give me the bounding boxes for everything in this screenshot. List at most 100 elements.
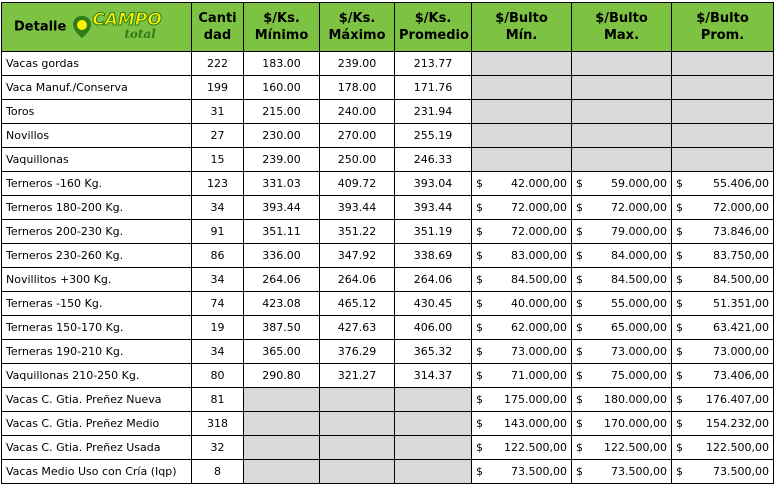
currency-wrap: $55.406,00 [676, 177, 769, 190]
value-cell: 423.08 [243, 291, 320, 316]
value-cell: 351.22 [319, 219, 395, 244]
logo-pin [73, 16, 92, 38]
empty-cell [671, 123, 774, 148]
value-cell: 393.44 [243, 195, 320, 220]
amount: 73.846,00 [713, 225, 769, 238]
value-cell: 336.00 [243, 243, 320, 268]
currency-cell: $72.000,00 [471, 195, 572, 220]
value-cell: 338.69 [394, 243, 472, 268]
currency-symbol: $ [576, 441, 583, 454]
empty-cell [471, 51, 572, 76]
currency-wrap: $180.000,00 [576, 393, 667, 406]
logo-sub: total [124, 27, 156, 41]
empty-cell [571, 99, 672, 124]
currency-wrap: $75.000,00 [576, 369, 667, 382]
currency-cell: $59.000,00 [571, 171, 672, 196]
row-label: Novillitos +300 Kg. [1, 267, 192, 292]
amount: 55.000,00 [611, 297, 667, 310]
currency-wrap: $176.407,00 [676, 393, 769, 406]
row-label: Terneros 230-260 Kg. [1, 243, 192, 268]
currency-symbol: $ [576, 249, 583, 262]
value-cell: 160.00 [243, 75, 320, 100]
value-cell: 331.03 [243, 171, 320, 196]
amount: 42.000,00 [511, 177, 567, 190]
currency-cell: $51.351,00 [671, 291, 774, 316]
value-cell: 314.37 [394, 363, 472, 388]
currency-symbol: $ [676, 225, 683, 238]
empty-cell [243, 459, 320, 484]
currency-cell: $63.421,00 [671, 315, 774, 340]
empty-cell [319, 459, 395, 484]
amount: 73.000,00 [713, 345, 769, 358]
currency-symbol: $ [476, 249, 483, 262]
empty-cell [319, 435, 395, 460]
currency-symbol: $ [476, 465, 483, 478]
currency-cell: $122.500,00 [571, 435, 672, 460]
amount: 176.407,00 [706, 393, 769, 406]
table-row: Terneras -150 Kg. 74 423.08 465.12 430.45 $40… [1, 291, 774, 316]
value-cell: 215.00 [243, 99, 320, 124]
currency-cell: $73.000,00 [571, 339, 672, 364]
value-cell: 80 [191, 363, 244, 388]
value-cell: 393.44 [394, 195, 472, 220]
currency-symbol: $ [476, 369, 483, 382]
currency-cell: $170.000,00 [571, 411, 672, 436]
empty-cell [243, 387, 320, 412]
currency-cell: $79.000,00 [571, 219, 672, 244]
value-cell: 8 [191, 459, 244, 484]
currency-wrap: $71.000,00 [476, 369, 567, 382]
amount: 154.232,00 [706, 417, 769, 430]
table-row: Vacas C. Gtia. Preñez Nueva 81 $175.000,00… [1, 387, 774, 412]
amount: 65.000,00 [611, 321, 667, 334]
row-label: Terneros 180-200 Kg. [1, 195, 192, 220]
table-row: Vaquillonas 210-250 Kg. 80 290.80 321.27 314… [1, 363, 774, 388]
column-header: Canti dad [191, 2, 244, 52]
value-cell: 250.00 [319, 147, 395, 172]
currency-wrap: $122.500,00 [576, 441, 667, 454]
currency-wrap: $122.500,00 [476, 441, 567, 454]
logo-main: CAMPO [92, 10, 162, 31]
amount: 72.000,00 [511, 201, 567, 214]
value-cell: 34 [191, 267, 244, 292]
value-cell: 264.06 [243, 267, 320, 292]
value-cell: 19 [191, 315, 244, 340]
row-label: Vaquillonas 210-250 Kg. [1, 363, 192, 388]
amount: 83.750,00 [713, 249, 769, 262]
amount: 79.000,00 [611, 225, 667, 238]
currency-symbol: $ [576, 417, 583, 430]
currency-cell: $73.000,00 [671, 339, 774, 364]
currency-symbol: $ [476, 393, 483, 406]
value-cell: 123 [191, 171, 244, 196]
currency-symbol: $ [676, 177, 683, 190]
amount: 122.500,00 [504, 441, 567, 454]
currency-cell: $83.750,00 [671, 243, 774, 268]
table-row: Terneras 190-210 Kg. 34 365.00 376.29 365.32… [1, 339, 774, 364]
amount: 143.000,00 [504, 417, 567, 430]
currency-wrap: $122.500,00 [676, 441, 769, 454]
table-row: Vaca Manuf./Conserva 199 160.00 178.00 171.7… [1, 75, 774, 100]
currency-wrap: $84.500,00 [476, 273, 567, 286]
row-label: Terneras -150 Kg. [1, 291, 192, 316]
value-cell: 318 [191, 411, 244, 436]
value-cell: 81 [191, 387, 244, 412]
table-row: Vacas C. Gtia. Preñez Medio 318 $143.000,0… [1, 411, 774, 436]
empty-cell [243, 435, 320, 460]
currency-cell: $72.000,00 [671, 195, 774, 220]
currency-wrap: $83.750,00 [676, 249, 769, 262]
currency-wrap: $65.000,00 [576, 321, 667, 334]
value-cell: 264.06 [319, 267, 395, 292]
value-cell: 178.00 [319, 75, 395, 100]
currency-cell: $73.406,00 [671, 363, 774, 388]
value-cell: 290.80 [243, 363, 320, 388]
currency-cell: $154.232,00 [671, 411, 774, 436]
column-header: $/Ks. Mínimo [243, 2, 320, 52]
value-cell: 183.00 [243, 51, 320, 76]
row-label: Terneras 190-210 Kg. [1, 339, 192, 364]
currency-symbol: $ [576, 225, 583, 238]
empty-cell [571, 51, 672, 76]
currency-symbol: $ [476, 225, 483, 238]
currency-cell: $72.000,00 [571, 195, 672, 220]
currency-symbol: $ [676, 465, 683, 478]
currency-cell: $72.000,00 [471, 219, 572, 244]
amount: 71.000,00 [511, 369, 567, 382]
